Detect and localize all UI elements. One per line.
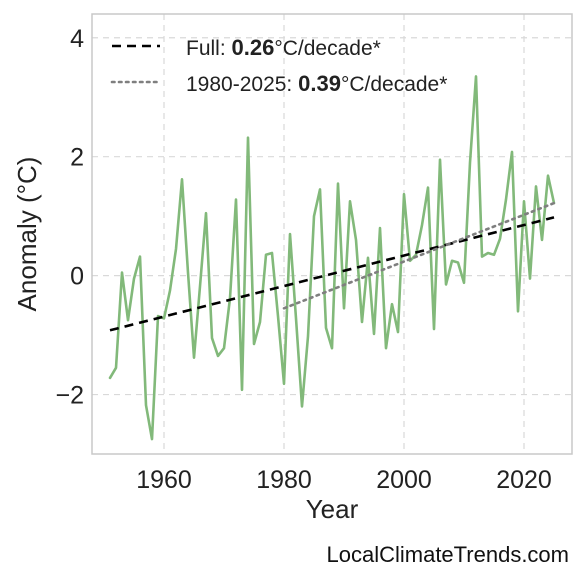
legend-entry: 1980-2025: 0.39°C/decade* bbox=[186, 71, 447, 96]
series-layer bbox=[108, 75, 556, 441]
recent-trend-line bbox=[282, 201, 556, 310]
x-tick-label: 1980 bbox=[256, 466, 312, 494]
x-tick-label: 2000 bbox=[376, 466, 432, 494]
legend-prefix: 1980-2025: bbox=[186, 73, 298, 96]
y-tick-label: 4 bbox=[70, 25, 84, 53]
y-tick-label: −2 bbox=[55, 382, 84, 410]
legend-prefix: Full: bbox=[186, 37, 232, 60]
anomaly-series-line bbox=[108, 75, 556, 441]
legend-suffix: °C/decade* bbox=[274, 37, 380, 60]
legend-rate: 0.26 bbox=[232, 35, 275, 60]
legend-rate: 0.39 bbox=[298, 71, 341, 96]
full-trend-line bbox=[109, 216, 555, 332]
y-tick-label: 2 bbox=[70, 144, 84, 172]
x-axis-label: Year bbox=[306, 494, 359, 524]
x-tick-label: 1960 bbox=[136, 466, 192, 494]
plot-frame bbox=[91, 13, 573, 455]
legend-suffix: °C/decade* bbox=[341, 73, 447, 96]
y-tick-label: 0 bbox=[70, 263, 84, 291]
x-tick-label: 2020 bbox=[496, 466, 552, 494]
x-tick-labels: 1960 1980 2000 2020 bbox=[136, 466, 552, 494]
legend-entry: Full: 0.26°C/decade* bbox=[186, 35, 381, 60]
watermark: LocalClimateTrends.com bbox=[326, 542, 570, 567]
legend: Full: 0.26°C/decade*1980-2025: 0.39°C/de… bbox=[110, 35, 447, 96]
y-tick-labels: −2 0 2 4 bbox=[55, 25, 84, 410]
y-axis-label: Anomaly (°C) bbox=[12, 157, 42, 312]
